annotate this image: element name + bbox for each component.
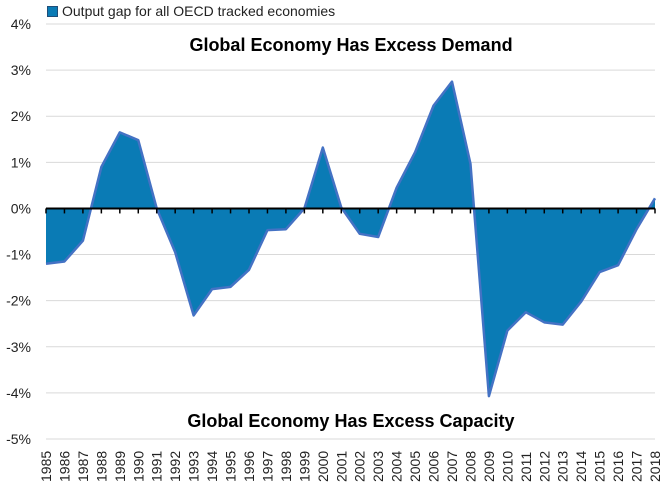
y-tick-label: 4% [11,16,31,32]
x-tick-label: 1999 [296,451,312,482]
series-area [46,81,655,397]
y-tick-label: 1% [11,154,31,170]
x-tick-label: 1990 [130,451,146,482]
x-tick-label: 1985 [38,451,54,482]
series-line [45,80,657,398]
y-tick-label: -5% [6,431,31,447]
legend-swatch [47,5,58,17]
y-tick-label: -4% [6,385,31,401]
x-tick-label: 1989 [112,451,128,482]
x-tick-label: 2016 [610,451,626,482]
x-axis-tick-labels: 1985 1986 1987 1988 1989 1990 1991 1992 1993 1994… [38,451,663,482]
x-tick-label: 2015 [592,451,608,482]
y-tick-label: -1% [6,247,31,263]
x-tick-label: 2005 [407,451,423,482]
x-tick-label: 2009 [481,451,497,482]
gridlines [46,23,655,440]
x-tick-label: 1998 [278,451,294,482]
x-tick-label: 2002 [352,451,368,482]
x-tick-label: 1987 [75,451,91,482]
data-area [45,80,657,398]
x-tick-label: 1992 [167,451,183,482]
x-tick-label: 2003 [370,451,386,482]
x-tick-label: 2006 [426,451,442,482]
x-tick-label: 1994 [204,451,220,482]
zero-axis [45,207,656,214]
x-tick-label: 1988 [93,451,109,482]
y-tick-label: 0% [11,200,31,216]
x-tick-label: 1991 [149,451,165,482]
x-tick-label: 2013 [555,451,571,482]
annotation-excess-capacity: Global Economy Has Excess Capacity [187,411,515,431]
legend: Output gap for all OECD tracked economie… [47,3,335,19]
x-tick-label: 2000 [315,451,331,482]
x-tick-label: 1995 [223,451,239,482]
y-axis-tick-labels: 4% 3% 2% 1% 0% -1% -2% -3% -4% -5% [6,16,31,447]
x-tick-label: 2011 [518,452,534,482]
x-tick-label: 1993 [186,451,202,482]
x-tick-label: 2001 [333,451,349,482]
x-tick-label: 2012 [536,451,552,482]
x-tick-label: 1986 [56,451,72,482]
y-tick-label: 2% [11,108,31,124]
annotation-excess-demand: Global Economy Has Excess Demand [189,35,513,55]
x-tick-label: 2010 [499,451,515,482]
x-tick-label: 2007 [444,451,460,482]
x-tick-label: 1996 [241,451,257,482]
x-tick-label: 1997 [259,451,275,482]
x-tick-label: 2017 [629,451,645,482]
x-tick-label: 2018 [647,451,663,482]
y-tick-label: 3% [11,62,31,78]
y-tick-label: -3% [6,339,31,355]
x-tick-label: 2014 [573,451,589,482]
x-tick-label: 2008 [462,451,478,482]
legend-label: Output gap for all OECD tracked economie… [62,3,336,19]
x-tick-label: 2004 [389,451,405,482]
y-tick-label: -2% [6,293,31,309]
